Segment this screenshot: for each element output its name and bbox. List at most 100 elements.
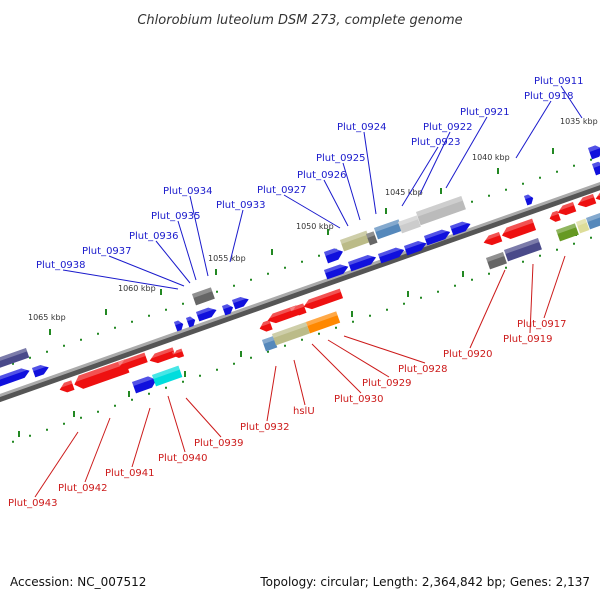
tick-dot bbox=[539, 176, 541, 179]
gene-forward bbox=[592, 160, 600, 176]
tick-major bbox=[128, 391, 130, 397]
tick-dot bbox=[97, 410, 99, 413]
gene-forward bbox=[232, 294, 249, 310]
gene-box bbox=[586, 212, 600, 230]
gene-reverse bbox=[266, 305, 300, 324]
gene-box bbox=[152, 365, 183, 387]
gene-reverse bbox=[58, 380, 75, 393]
tick-dot bbox=[114, 326, 116, 329]
svg-text:Plut_0923: Plut_0923 bbox=[411, 137, 461, 148]
tick-dot bbox=[386, 308, 388, 311]
gene-reverse bbox=[548, 210, 561, 222]
gene-labels: Plut_0911 Plut_0918 Plut_0921 Plut_0922 Plut… bbox=[8, 76, 584, 509]
tick-dot bbox=[335, 326, 337, 329]
gene-box bbox=[486, 252, 507, 270]
kbp-label: 1035 kbp bbox=[560, 117, 598, 126]
tick-dot bbox=[250, 356, 252, 359]
tick-dot bbox=[522, 260, 524, 263]
gene-forward bbox=[324, 262, 349, 280]
gene-forward bbox=[450, 219, 471, 236]
svg-text:Plut_0930: Plut_0930 bbox=[334, 394, 384, 405]
gene-forward bbox=[378, 245, 405, 264]
label-plut-0925: Plut_0925 bbox=[316, 153, 366, 221]
gene-reverse bbox=[556, 202, 577, 216]
tick-major bbox=[215, 269, 217, 275]
tick-dot bbox=[46, 350, 48, 353]
tick-dot bbox=[63, 344, 65, 347]
kbp-label: 1045 kbp bbox=[385, 188, 423, 197]
svg-text:Plut_0939: Plut_0939 bbox=[194, 438, 244, 449]
map-title: Chlorobium luteolum DSM 273, complete ge… bbox=[137, 13, 462, 28]
svg-text:Plut_0921: Plut_0921 bbox=[460, 107, 510, 118]
tick-dot bbox=[454, 284, 456, 287]
label-plut-0920: Plut_0920 bbox=[443, 269, 506, 360]
svg-text:Plut_0934: Plut_0934 bbox=[163, 186, 213, 197]
gene-box bbox=[192, 287, 215, 306]
gene-reverse bbox=[500, 218, 537, 239]
tick-dot bbox=[403, 302, 405, 305]
tick-dot bbox=[165, 308, 167, 311]
label-plut-0941: Plut_0941 bbox=[105, 407, 155, 479]
label-plut-0928: Plut_0928 bbox=[343, 335, 448, 375]
label-plut-0934: Plut_0934 bbox=[163, 186, 213, 277]
label-plut-0935: Plut_0935 bbox=[151, 211, 201, 281]
gene-forward bbox=[348, 252, 377, 272]
label-plut-0937: Plut_0937 bbox=[82, 246, 185, 287]
tick-dot bbox=[29, 356, 31, 359]
tick-dot bbox=[233, 362, 235, 365]
label-plut-0911: Plut_0911 bbox=[534, 76, 584, 119]
gene-forward bbox=[132, 374, 157, 394]
gene-forward bbox=[32, 362, 49, 378]
label-plut-0929: Plut_0929 bbox=[327, 339, 412, 389]
tick-major bbox=[351, 311, 353, 317]
svg-text:Plut_0941: Plut_0941 bbox=[105, 468, 155, 479]
tick-dot bbox=[216, 290, 218, 293]
label-plut-0939: Plut_0939 bbox=[185, 397, 244, 449]
svg-text:Plut_0938: Plut_0938 bbox=[36, 260, 86, 271]
tick-dot bbox=[488, 272, 490, 275]
svg-text:Plut_0924: Plut_0924 bbox=[337, 122, 387, 133]
gene-forward bbox=[588, 143, 600, 160]
kbp-label: 1050 kbp bbox=[296, 222, 334, 231]
tick-dot bbox=[539, 254, 541, 257]
svg-text:Plut_0925: Plut_0925 bbox=[316, 153, 366, 164]
label-hslu: hslU bbox=[293, 359, 315, 417]
gene-box bbox=[340, 230, 371, 252]
tick-dot bbox=[590, 236, 592, 239]
gene-reverse bbox=[482, 232, 503, 246]
gene-box bbox=[306, 311, 341, 334]
gene-forward bbox=[404, 238, 427, 256]
tick-dot bbox=[165, 386, 167, 389]
accession-text: Accession: NC_007512 bbox=[10, 575, 146, 589]
topology-text: Topology: circular; Length: 2,364,842 bp… bbox=[259, 575, 590, 589]
tick-major bbox=[440, 188, 442, 194]
gene-forward bbox=[174, 319, 184, 332]
svg-text:Plut_0919: Plut_0919 bbox=[503, 334, 553, 345]
gene-forward bbox=[524, 193, 534, 206]
tick-dot bbox=[573, 242, 575, 245]
tick-major bbox=[407, 291, 409, 297]
gene-box bbox=[272, 322, 310, 346]
kbp-label: 1065 kbp bbox=[28, 313, 66, 322]
tick-major bbox=[184, 371, 186, 377]
tick-dot bbox=[437, 290, 439, 293]
tick-dot bbox=[182, 380, 184, 383]
tick-major bbox=[105, 309, 107, 315]
label-plut-0919: Plut_0919 bbox=[503, 263, 553, 345]
gene-box bbox=[366, 231, 378, 246]
tick-dot bbox=[131, 320, 133, 323]
gene-features bbox=[0, 143, 600, 394]
svg-text:Plut_0922: Plut_0922 bbox=[423, 122, 473, 133]
gene-box bbox=[0, 348, 30, 370]
gene-forward bbox=[222, 302, 234, 316]
tick-dot bbox=[80, 416, 82, 419]
gene-reverse bbox=[576, 194, 597, 208]
tick-major bbox=[385, 208, 387, 214]
svg-text:Plut_0942: Plut_0942 bbox=[58, 483, 108, 494]
kbp-label: 1060 kbp bbox=[118, 284, 156, 293]
kbp-scale-labels: 1035 kbp 1040 kbp 1045 kbp 1050 kbp 1055 kbp… bbox=[28, 117, 598, 322]
tick-dot bbox=[471, 200, 473, 203]
tick-dot bbox=[131, 398, 133, 401]
svg-text:Plut_0937: Plut_0937 bbox=[82, 246, 132, 257]
label-plut-0930: Plut_0930 bbox=[311, 343, 384, 405]
